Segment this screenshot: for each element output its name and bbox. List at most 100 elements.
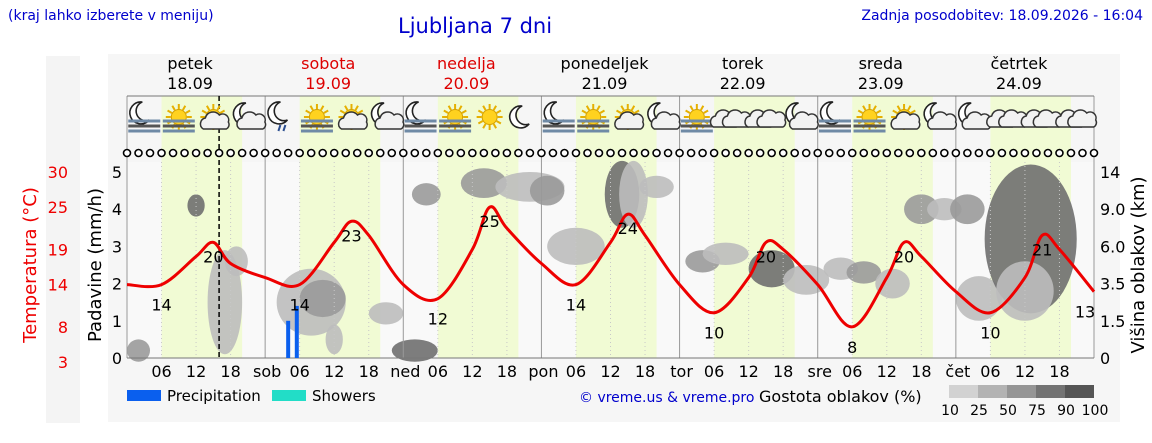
- cloud-blob: [529, 175, 565, 206]
- wind-calm-marker: [260, 148, 270, 158]
- moon-fog-icon: [404, 101, 437, 133]
- wind-calm-marker: [364, 148, 374, 158]
- sun-ray: [482, 105, 487, 111]
- hour-tick-label: 12: [1015, 362, 1035, 381]
- cloud-shape: [614, 111, 645, 130]
- wind-calm-marker: [606, 148, 615, 158]
- day-abbr-label: tor: [670, 362, 693, 381]
- temperature-label: 14: [289, 296, 309, 315]
- wind-calm-marker: [295, 148, 304, 158]
- cloud-icon: [744, 109, 787, 128]
- wind-calm-marker: [318, 148, 328, 158]
- wind-calm-marker: [882, 148, 892, 158]
- hour-tick-label: 06: [704, 362, 724, 381]
- cloud-shape: [1067, 109, 1098, 128]
- wind-calm-marker: [226, 148, 235, 158]
- temp-axis-label: Temperatura (°C): [20, 187, 41, 344]
- sun-ray: [205, 105, 211, 111]
- cloud-legend-step: 100: [1082, 403, 1109, 419]
- hour-tick-label: 06: [980, 362, 1000, 381]
- wind-calm-marker: [560, 148, 569, 158]
- temperature-label: 14: [151, 296, 171, 315]
- sun-ray: [185, 109, 191, 114]
- cloud-height-tick-label: 6.0: [1100, 237, 1125, 256]
- moon-icon: [508, 105, 530, 129]
- cloud-blob: [127, 339, 151, 362]
- wind-calm-marker: [122, 148, 132, 158]
- temperature-label: 14: [566, 296, 586, 315]
- cloud-icon: [986, 109, 1029, 128]
- sun-ray: [630, 105, 636, 111]
- sun-ray: [596, 105, 601, 111]
- sun-disc: [481, 109, 498, 125]
- wind-calm-marker: [732, 148, 742, 158]
- hour-tick-label: 12: [600, 362, 620, 381]
- legend-label: Showers: [312, 387, 376, 405]
- wind-calm-marker: [203, 148, 212, 158]
- sun-fog-icon: [853, 104, 886, 133]
- sun-ray: [699, 105, 705, 111]
- axis-background: [46, 56, 80, 423]
- cloud-icon: [1055, 109, 1098, 128]
- sun-ray: [492, 123, 497, 129]
- day-abbr-label: sre: [808, 362, 832, 381]
- hour-tick-label: 06: [289, 362, 309, 381]
- day-name: sreda: [859, 54, 903, 73]
- sun-cloud-icon: [614, 104, 645, 130]
- last-update: Zadnja posodobitev: 18.09.2026 - 16:04: [861, 8, 1143, 24]
- wind-calm-marker: [329, 148, 339, 158]
- cloud-blob: [187, 194, 205, 217]
- day-band: [575, 96, 657, 358]
- sun-ray: [634, 109, 640, 114]
- cloud-shape: [890, 111, 921, 130]
- precip-tick-label: 0: [112, 349, 122, 368]
- cloud-legend-swatch: [949, 385, 978, 398]
- wind-calm-marker: [1032, 148, 1041, 158]
- temp-tick-label: 19: [48, 240, 68, 259]
- cloud-shape: [374, 111, 405, 130]
- hour-tick-label: 18: [1049, 362, 1069, 381]
- wind-calm-marker: [997, 148, 1007, 158]
- sun-ray: [492, 105, 497, 111]
- sun-ray: [910, 109, 916, 114]
- wind-calm-marker: [917, 148, 926, 158]
- precip-tick-label: 4: [112, 200, 122, 219]
- cloud-blob: [955, 276, 1002, 321]
- wind-calm-marker: [951, 148, 961, 158]
- wind-calm-marker: [744, 148, 753, 158]
- day-name: petek: [167, 54, 213, 73]
- wind-calm-marker: [249, 148, 258, 158]
- moon-cloud-icon: [370, 102, 405, 130]
- wind-calm-marker: [963, 148, 972, 158]
- cloud-shape: [236, 111, 267, 130]
- temperature-label: 23: [341, 226, 361, 245]
- moon-shape: [267, 101, 289, 125]
- sun-ray: [477, 120, 484, 125]
- wind-calm-marker: [813, 148, 823, 158]
- sun-ray: [305, 109, 311, 114]
- sun-fog-icon: [300, 104, 333, 133]
- sun-ray: [581, 109, 587, 114]
- legend-swatch: [272, 390, 306, 401]
- day-date: 20.09: [443, 74, 489, 93]
- temp-tick-label: 3: [58, 353, 68, 372]
- temp-tick-label: 8: [58, 318, 68, 337]
- cloud-blob: [207, 250, 243, 355]
- temperature-label: 21: [1032, 240, 1052, 259]
- credit-text: © vreme.us & vreme.pro: [579, 390, 754, 406]
- day-date: 24.09: [996, 74, 1042, 93]
- moon-cloud-icon: [785, 102, 819, 130]
- sun-ray: [443, 109, 449, 114]
- wind-calm-marker: [617, 148, 627, 158]
- day-abbr-label: sob: [253, 362, 281, 381]
- sun-ray: [620, 105, 625, 111]
- cloud-blob: [846, 261, 882, 284]
- cloud-legend-swatch: [1065, 385, 1094, 398]
- day-name: nedelja: [437, 54, 496, 73]
- cloud-legend-step: 50: [999, 403, 1017, 419]
- wind-calm-marker: [1055, 148, 1064, 158]
- cloud-blob: [325, 324, 343, 355]
- cloud-legend-step: 10: [941, 403, 959, 419]
- temp-tick-label: 14: [48, 276, 68, 295]
